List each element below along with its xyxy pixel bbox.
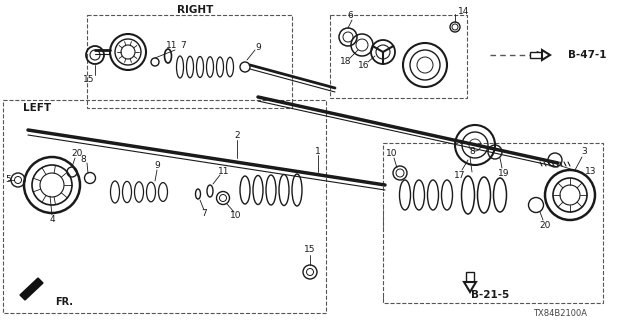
Text: 3: 3	[581, 148, 587, 156]
Text: 8: 8	[80, 155, 86, 164]
Text: 10: 10	[230, 212, 242, 220]
Text: 20: 20	[540, 220, 550, 229]
Text: 11: 11	[166, 42, 178, 51]
Text: 2: 2	[234, 132, 240, 140]
Text: 13: 13	[585, 167, 596, 177]
Text: B-47-1: B-47-1	[568, 50, 607, 60]
Text: RIGHT: RIGHT	[177, 5, 213, 15]
Text: 10: 10	[387, 148, 397, 157]
Text: FR.: FR.	[55, 297, 73, 307]
Text: 19: 19	[499, 169, 509, 178]
Polygon shape	[542, 50, 550, 60]
Text: 7: 7	[180, 42, 186, 51]
Text: 15: 15	[83, 76, 95, 84]
Text: 7: 7	[201, 210, 207, 219]
Text: 9: 9	[154, 162, 160, 171]
Text: 11: 11	[218, 167, 230, 177]
Polygon shape	[530, 52, 542, 58]
Text: 14: 14	[458, 7, 470, 17]
Polygon shape	[20, 278, 43, 300]
Text: 4: 4	[49, 214, 55, 223]
Polygon shape	[466, 272, 474, 282]
Text: 20: 20	[71, 149, 83, 158]
Bar	[3, 100, 326, 313]
Text: 9: 9	[255, 43, 261, 52]
Text: 16: 16	[358, 61, 370, 70]
Text: 5: 5	[5, 175, 11, 185]
Bar	[383, 143, 603, 303]
Text: LEFT: LEFT	[23, 103, 51, 113]
Text: 17: 17	[454, 171, 466, 180]
Text: 6: 6	[347, 11, 353, 20]
Text: TX84B2100A: TX84B2100A	[533, 308, 587, 317]
Text: 15: 15	[304, 245, 316, 254]
Text: 8: 8	[469, 148, 475, 156]
Polygon shape	[464, 282, 476, 292]
Bar	[87, 15, 292, 108]
Bar	[330, 15, 467, 98]
Text: 1: 1	[315, 147, 321, 156]
Text: B-21-5: B-21-5	[471, 290, 509, 300]
Text: 18: 18	[340, 58, 352, 67]
